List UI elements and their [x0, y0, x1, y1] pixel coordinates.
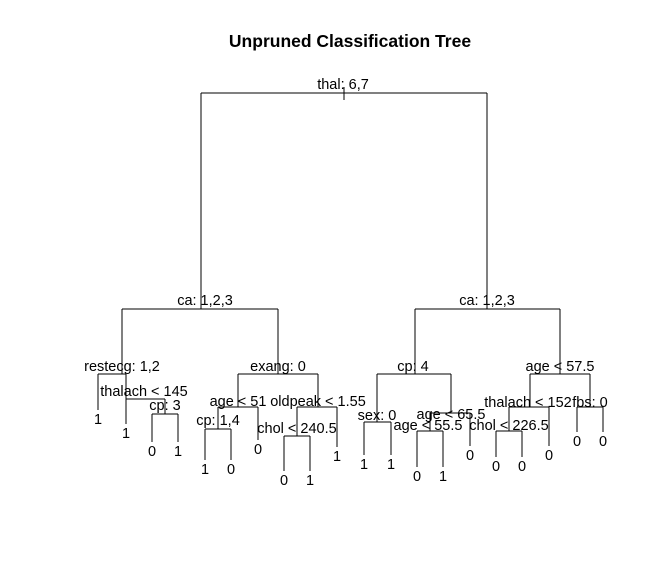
tree-edges — [97, 87, 604, 471]
split-label: thalach < 145 — [100, 384, 187, 400]
split-label: restecg: 1,2 — [84, 359, 160, 375]
leaf-label: 1 — [439, 469, 447, 485]
leaf-label: 0 — [573, 434, 581, 450]
split-label: sex: 0 — [358, 408, 397, 424]
leaf-label: 0 — [518, 459, 526, 475]
split-label: cp: 3 — [149, 398, 180, 414]
leaf-label: 0 — [413, 469, 421, 485]
split-label: ca: 1,2,3 — [177, 293, 233, 309]
leaf-label: 1 — [333, 449, 341, 465]
leaf-label: 1 — [387, 457, 395, 473]
leaf-label: 1 — [201, 462, 209, 478]
split-label: age < 65.5 — [417, 407, 486, 423]
tree-labels: thal: 6,7 ca: 1,2,3 restecg: 1,2 1 thalach <… — [84, 77, 608, 489]
split-label: oldpeak < 1.55 — [270, 394, 366, 410]
leaf-label: 1 — [174, 444, 182, 460]
split-label: cp: 1,4 — [196, 413, 240, 429]
split-label: ca: 1,2,3 — [459, 293, 515, 309]
leaf-label: 1 — [122, 426, 130, 442]
leaf-label: 0 — [545, 448, 553, 464]
leaf-label: 0 — [466, 448, 474, 464]
leaf-label: 0 — [280, 473, 288, 489]
leaf-label: 0 — [492, 459, 500, 475]
split-label: thal: 6,7 — [317, 77, 369, 93]
split-label: thalach < 152 — [484, 395, 571, 411]
leaf-label: 0 — [254, 442, 262, 458]
split-label: chol < 226.5 — [469, 418, 548, 434]
split-label: age < 57.5 — [526, 359, 595, 375]
leaf-label: 0 — [599, 434, 607, 450]
leaf-label: 0 — [148, 444, 156, 460]
leaf-label: 1 — [306, 473, 314, 489]
split-label: fbs: 0 — [572, 395, 607, 411]
split-label: age < 51 — [210, 394, 267, 410]
split-label: age < 55.5 — [394, 418, 463, 434]
leaf-label: 1 — [94, 412, 102, 428]
leaf-label: 1 — [360, 457, 368, 473]
split-label: cp: 4 — [397, 359, 428, 375]
split-label: exang: 0 — [250, 359, 306, 375]
split-label: chol < 240.5 — [257, 421, 336, 437]
plot-title: Unpruned Classification Tree — [229, 31, 471, 51]
leaf-label: 0 — [227, 462, 235, 478]
